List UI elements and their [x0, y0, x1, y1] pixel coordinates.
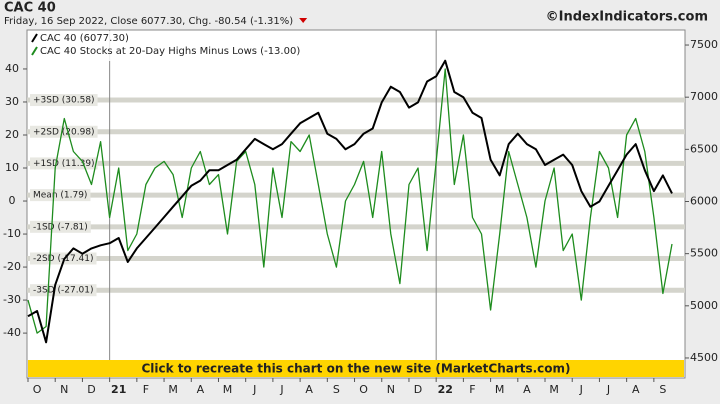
y2-tick-label: 4500 — [690, 351, 718, 364]
y-tick-label: -20 — [3, 260, 21, 273]
y-tick-label: 30 — [5, 95, 19, 108]
x-tick-label: A — [632, 383, 640, 396]
band-label-box — [30, 189, 91, 202]
x-tick-label: D — [414, 383, 422, 396]
source: ©IndexIndicators.com — [546, 10, 708, 25]
legend-label: CAC 40 (6077.30) — [40, 33, 129, 44]
band-label: -3SD (-27.01) — [33, 286, 94, 296]
band-label-box — [30, 284, 97, 297]
chart-subtitle: Friday, 16 Sep 2022, Close 6077.30, Chg.… — [4, 16, 293, 27]
y2-tick-label: 5000 — [690, 299, 718, 312]
band-label-box — [30, 125, 98, 138]
x-tick-label: J — [252, 383, 256, 396]
x-tick-label: S — [333, 383, 340, 396]
x-tick-label: J — [606, 383, 610, 396]
x-tick-label: F — [469, 383, 475, 396]
y2-tick-label: 7000 — [690, 90, 718, 103]
y-tick-label: -10 — [3, 227, 21, 240]
x-tick-label: 22 — [438, 383, 453, 396]
x-tick-label: N — [387, 383, 395, 396]
band-label: +1SD (11.39) — [33, 159, 95, 169]
x-tick-label: O — [33, 383, 42, 396]
y2-tick-label: 6000 — [690, 194, 718, 207]
legend-box — [29, 31, 306, 61]
banner[interactable] — [28, 360, 684, 377]
band-label-box — [30, 252, 97, 265]
x-tick-label: 21 — [111, 383, 126, 396]
y-tick-label: 40 — [5, 62, 19, 75]
x-tick-label: J — [579, 383, 583, 396]
plot-area — [26, 29, 686, 379]
band-label: Mean (1.79) — [33, 191, 87, 201]
y-tick-label: 0 — [9, 194, 16, 207]
legend: CAC 40 (6077.30) CAC 40 Stocks at 20-Day … — [29, 31, 306, 61]
y-tick-label: 10 — [5, 161, 19, 174]
x-tick-label: O — [359, 383, 368, 396]
y2-tick-label: 6500 — [690, 142, 718, 155]
x-tick-label: A — [523, 383, 531, 396]
x-tick-label: M — [549, 383, 559, 396]
y-tick-label: -40 — [3, 326, 21, 339]
legend-swatch — [31, 33, 38, 43]
series-line — [27, 68, 673, 334]
band-label-box — [30, 94, 98, 107]
band-label: +2SD (20.98) — [33, 127, 95, 137]
x-tick-label: J — [279, 383, 283, 396]
x-tick-label: D — [87, 383, 95, 396]
x-tick-label: N — [60, 383, 68, 396]
legend-swatch — [31, 46, 38, 56]
chart-title: CAC 40 — [4, 1, 56, 16]
band-label-box — [30, 220, 91, 233]
legend-label: CAC 40 Stocks at 20-Day Highs Minus Lows… — [40, 46, 300, 57]
band-label: +3SD (30.58) — [33, 96, 95, 106]
series-line — [27, 59, 673, 344]
change-arrow — [299, 18, 308, 23]
x-tick-label: A — [305, 383, 313, 396]
y2-tick-label: 7500 — [690, 38, 718, 51]
band-label: -1SD (-7.81) — [33, 222, 88, 232]
y-tick-label: -30 — [3, 293, 21, 306]
y-tick-label: 20 — [5, 128, 19, 141]
x-tick-label: M — [495, 383, 505, 396]
x-tick-label: M — [168, 383, 178, 396]
banner-text[interactable]: Click to recreate this chart on the new … — [141, 362, 570, 376]
x-tick-label: S — [659, 383, 666, 396]
x-tick-label: M — [223, 383, 233, 396]
x-tick-label: F — [143, 383, 149, 396]
x-tick-label: A — [197, 383, 205, 396]
y2-tick-label: 5500 — [690, 247, 718, 260]
